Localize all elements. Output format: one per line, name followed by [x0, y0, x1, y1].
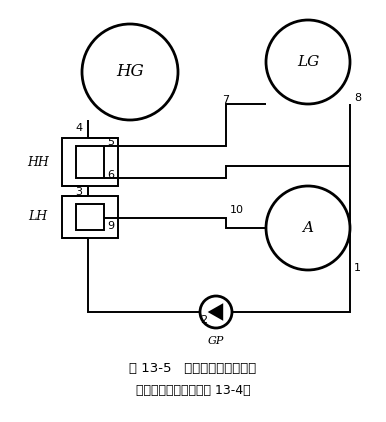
Text: 图 13-5   溶液串联循环流程图: 图 13-5 溶液串联循环流程图 — [129, 362, 257, 374]
Text: HH: HH — [27, 155, 49, 168]
Text: 2: 2 — [200, 315, 207, 325]
Text: 1: 1 — [354, 263, 361, 273]
Text: HG: HG — [116, 63, 144, 81]
Bar — [76, 146, 104, 178]
Text: GP: GP — [208, 336, 224, 346]
Text: 7: 7 — [222, 95, 229, 105]
Polygon shape — [208, 303, 223, 321]
Bar — [62, 196, 118, 238]
Text: 4: 4 — [75, 123, 82, 133]
Bar — [76, 204, 104, 230]
Text: LH: LH — [29, 211, 47, 224]
Text: 10: 10 — [230, 205, 244, 215]
Text: 9: 9 — [107, 221, 114, 231]
Text: A: A — [303, 221, 313, 235]
Text: 3: 3 — [75, 187, 82, 197]
Text: 8: 8 — [354, 93, 361, 103]
Text: LG: LG — [297, 55, 319, 69]
Text: 6: 6 — [107, 170, 114, 180]
Text: （图内符号的意义同图 13-4）: （图内符号的意义同图 13-4） — [136, 384, 250, 397]
Bar — [62, 138, 118, 186]
Text: 5: 5 — [107, 137, 114, 147]
